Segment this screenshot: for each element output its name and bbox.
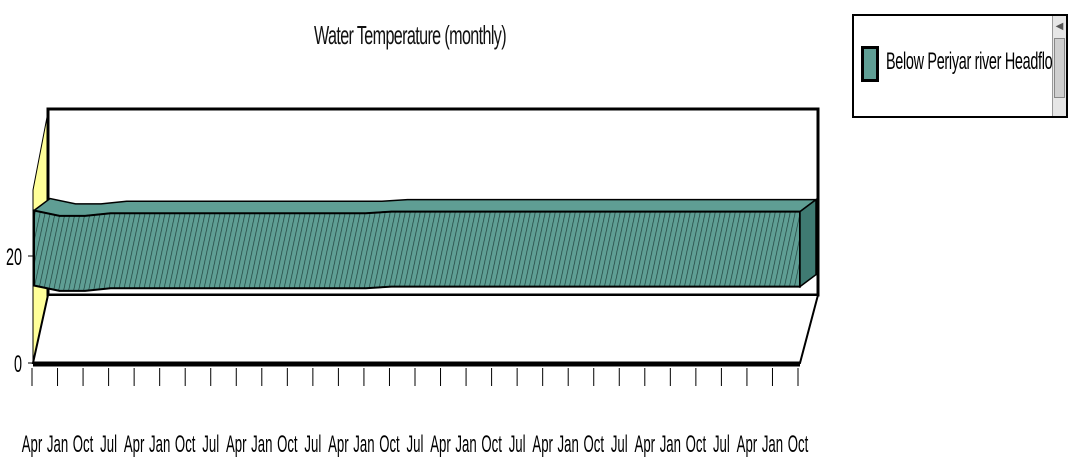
x-tick-label: Oct <box>277 431 298 458</box>
x-tick-label: Jul <box>304 431 321 458</box>
x-tick-label: Jul <box>713 431 730 458</box>
x-tick-label: Apr <box>430 431 451 458</box>
x-tick-label: Jan <box>47 431 68 458</box>
x-tick-label: Jan <box>353 431 374 458</box>
x-tick-label: Apr <box>328 431 349 458</box>
legend: Below Periyar river Headflow ◀ <box>852 14 1068 118</box>
x-tick-label: Apr <box>532 431 553 458</box>
legend-scrollbar[interactable]: ◀ <box>1052 16 1066 116</box>
x-tick-label: Oct <box>481 431 502 458</box>
x-tick-label: Jan <box>251 431 272 458</box>
x-tick-label: Jan <box>660 431 681 458</box>
x-tick-label: Jan <box>558 431 579 458</box>
legend-swatch <box>861 46 879 82</box>
x-tick-label: Oct <box>583 431 604 458</box>
x-tick-label: Apr <box>124 431 145 458</box>
x-tick-label: Jan <box>455 431 476 458</box>
x-tick-label: Jul <box>202 431 219 458</box>
x-tick-label: Oct <box>379 431 400 458</box>
x-tick-label: Apr <box>226 431 247 458</box>
series-band-face <box>33 209 801 292</box>
floor <box>31 294 820 364</box>
legend-entry: Below Periyar river Headflow <box>886 48 1063 75</box>
y-tick-label: 0 <box>14 351 22 378</box>
x-tick-label: Oct <box>73 431 94 458</box>
x-tick-label: Apr <box>22 431 43 458</box>
x-tick-label: Oct <box>175 431 196 458</box>
x-tick-label: Jan <box>149 431 170 458</box>
x-tick-label: Oct <box>686 431 707 458</box>
x-tick-label: Jul <box>611 431 628 458</box>
scroll-thumb[interactable] <box>1054 38 1065 98</box>
x-axis: Apr Jan Oct Jul Apr Jan Oct Jul Apr Jan Oct Jul Apr J… <box>22 368 809 458</box>
x-tick-label: Apr <box>635 431 656 458</box>
chart-title: Water Temperature (monthly) <box>313 20 507 50</box>
x-tick-label: Jul <box>509 431 526 458</box>
y-tick-label: 20 <box>6 244 22 271</box>
x-tick-label: Oct <box>788 431 809 458</box>
x-tick-label: Apr <box>737 431 758 458</box>
y-axis: 0 20 <box>6 190 34 378</box>
series-band-end <box>799 198 817 289</box>
scroll-up-icon[interactable]: ◀ <box>1055 21 1064 32</box>
x-tick-label: Jul <box>407 431 424 458</box>
x-tick-label: Jul <box>100 431 117 458</box>
x-tick-label: Jan <box>762 431 783 458</box>
series-band <box>32 197 819 292</box>
